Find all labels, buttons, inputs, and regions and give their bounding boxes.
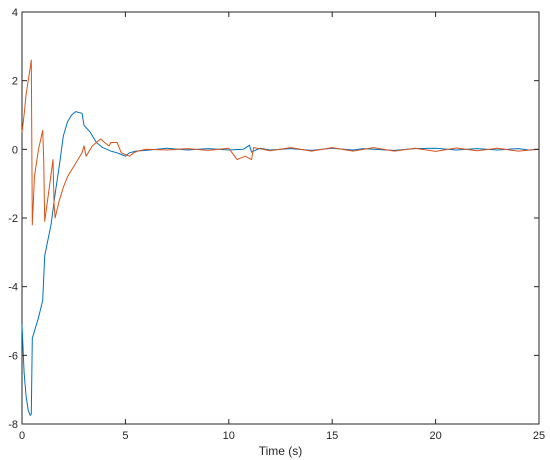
y-tick-label: 4 [12,7,18,19]
series-line-1 [21,111,540,416]
series-line-2 [21,59,540,226]
plot-area [21,11,540,425]
y-tick-label: -8 [8,419,18,431]
y-tick-label: 2 [12,76,18,88]
x-tick-label: 25 [533,430,545,442]
y-tick-label: 0 [12,144,18,156]
y-tick-label: -6 [8,350,18,362]
x-tick-label: 5 [122,430,128,442]
y-tick-label: -2 [8,213,18,225]
x-axis-label: Time (s) [259,444,303,458]
ticks-layer: 0 5 10 15 20 25 -8 -6 -4 -2 0 2 4 [8,7,545,442]
x-tick-label: 20 [429,430,441,442]
x-tick-label: 10 [223,430,235,442]
x-tick-label: 15 [326,430,338,442]
x-tick-label: 0 [19,430,25,442]
y-tick-label: -4 [8,282,18,294]
series-layer [21,59,540,416]
